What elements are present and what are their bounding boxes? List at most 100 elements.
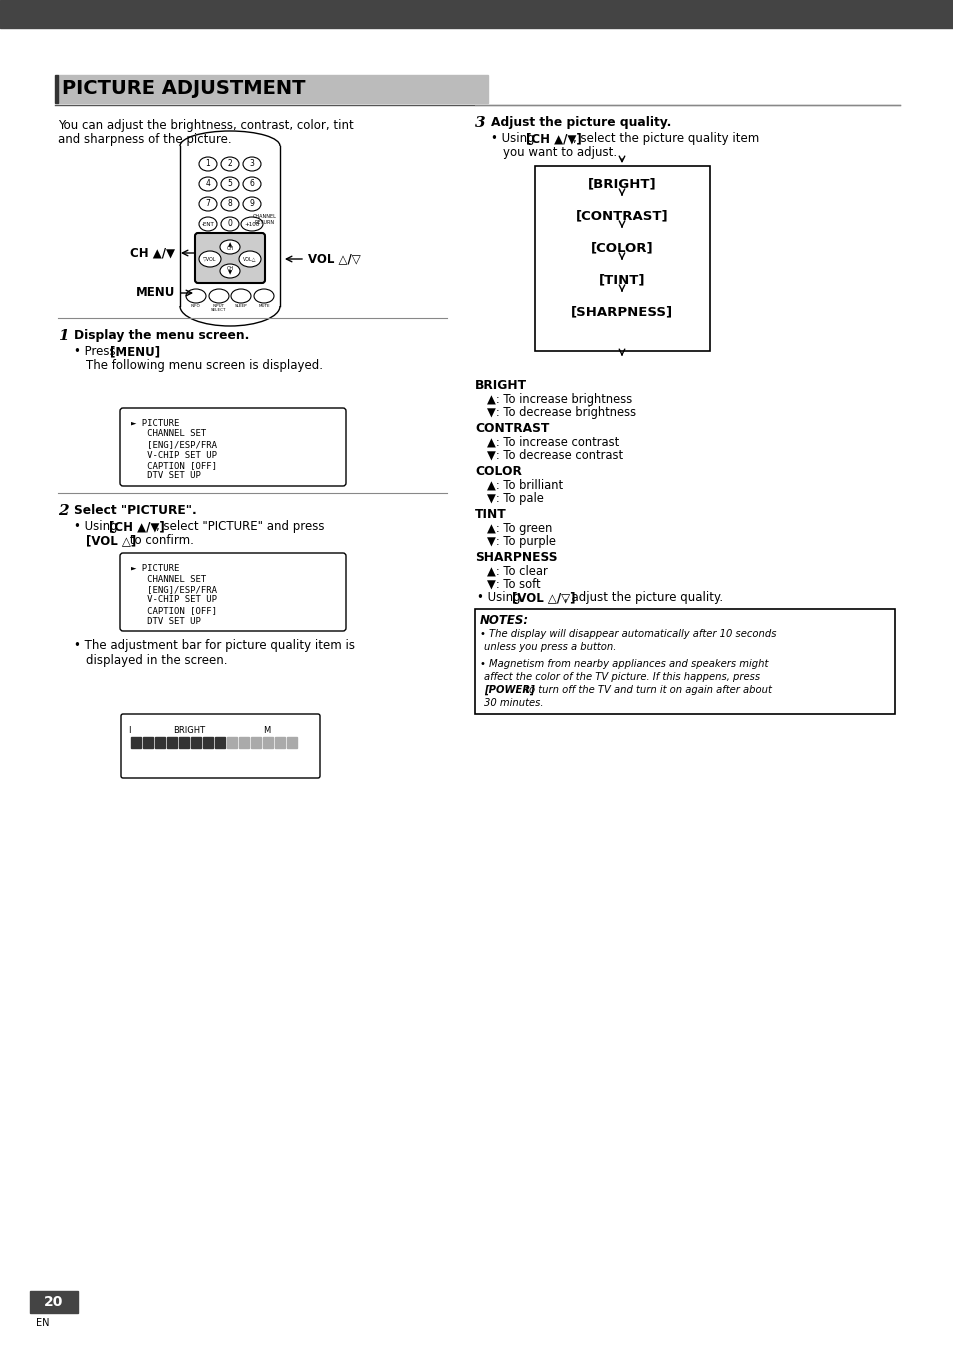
Bar — [30, 1292, 78, 1313]
Bar — [214, 738, 225, 748]
Text: COLOR: COLOR — [475, 465, 521, 478]
Text: • Using: • Using — [74, 520, 121, 534]
Ellipse shape — [186, 289, 206, 303]
Text: [BRIGHT]: [BRIGHT] — [587, 177, 656, 190]
Text: ▼: To soft: ▼: To soft — [486, 578, 540, 590]
Ellipse shape — [243, 197, 261, 211]
Text: 2: 2 — [58, 504, 69, 517]
Text: Display the menu screen.: Display the menu screen. — [74, 330, 249, 342]
Text: ▲: To increase brightness: ▲: To increase brightness — [486, 393, 632, 407]
Text: INFO: INFO — [191, 304, 201, 308]
Ellipse shape — [199, 251, 221, 267]
Text: VOL △/▽: VOL △/▽ — [308, 253, 360, 266]
Text: ▲: To brilliant: ▲: To brilliant — [486, 480, 562, 492]
Text: CAPTION [OFF]: CAPTION [OFF] — [131, 461, 216, 470]
Bar — [154, 738, 165, 748]
Text: [ENG]/ESP/FRA: [ENG]/ESP/FRA — [131, 585, 216, 594]
Text: TINT: TINT — [475, 508, 506, 521]
Text: ► PICTURE: ► PICTURE — [131, 419, 179, 428]
Bar — [475, 609, 894, 713]
Text: 30 minutes.: 30 minutes. — [483, 698, 543, 708]
Ellipse shape — [243, 177, 261, 190]
Bar — [143, 738, 152, 748]
Text: CONTRAST: CONTRAST — [475, 422, 549, 435]
Ellipse shape — [221, 177, 239, 190]
Ellipse shape — [199, 177, 216, 190]
Ellipse shape — [220, 263, 240, 278]
Bar — [263, 738, 273, 748]
Text: CH ▲/▼: CH ▲/▼ — [130, 246, 174, 259]
Text: CHANNEL
RETURN: CHANNEL RETURN — [253, 213, 276, 224]
Bar — [55, 76, 58, 103]
Bar — [535, 166, 709, 351]
Text: -ENT: -ENT — [201, 222, 214, 227]
Text: [VOL △]: [VOL △] — [86, 534, 136, 547]
Text: 8: 8 — [228, 200, 233, 208]
Text: V-CHIP SET UP: V-CHIP SET UP — [131, 450, 216, 459]
Text: ▼: To pale: ▼: To pale — [486, 492, 543, 505]
Text: CH: CH — [226, 246, 233, 251]
Text: ▲: To green: ▲: To green — [486, 521, 552, 535]
Ellipse shape — [221, 218, 239, 231]
Text: , select the picture quality item: , select the picture quality item — [573, 132, 759, 145]
Text: 9: 9 — [250, 200, 254, 208]
Text: INPUT
SELECT: INPUT SELECT — [211, 304, 227, 312]
Bar — [131, 738, 141, 748]
Text: EN: EN — [36, 1319, 50, 1328]
Bar — [191, 738, 201, 748]
Text: BRIGHT: BRIGHT — [475, 380, 527, 392]
Text: 5: 5 — [228, 180, 233, 189]
Text: The following menu screen is displayed.: The following menu screen is displayed. — [86, 359, 323, 372]
Text: 6: 6 — [250, 180, 254, 189]
Text: [ENG]/ESP/FRA: [ENG]/ESP/FRA — [131, 440, 216, 449]
Ellipse shape — [253, 289, 274, 303]
Text: • Using: • Using — [476, 590, 524, 604]
Bar — [274, 738, 285, 748]
Text: 4: 4 — [205, 180, 211, 189]
Text: 1: 1 — [58, 330, 69, 343]
Text: VOL△: VOL△ — [243, 257, 256, 262]
Ellipse shape — [220, 240, 240, 254]
Text: , adjust the picture quality.: , adjust the picture quality. — [563, 590, 722, 604]
FancyBboxPatch shape — [120, 408, 346, 486]
Text: BRIGHT: BRIGHT — [172, 725, 205, 735]
Text: CH: CH — [226, 266, 233, 272]
Text: 3: 3 — [250, 159, 254, 169]
Text: [CH ▲/▼]: [CH ▲/▼] — [525, 132, 581, 145]
Text: [SHARPNESS]: [SHARPNESS] — [570, 305, 673, 319]
Text: displayed in the screen.: displayed in the screen. — [86, 654, 227, 667]
Text: ▽VOL: ▽VOL — [203, 257, 216, 262]
Bar — [58, 76, 488, 103]
Text: ▼: To decrease contrast: ▼: To decrease contrast — [486, 449, 622, 462]
Bar — [203, 738, 213, 748]
Text: .: . — [147, 345, 151, 358]
Text: NOTES:: NOTES: — [479, 613, 529, 627]
Text: 2: 2 — [228, 159, 233, 169]
FancyBboxPatch shape — [121, 713, 319, 778]
Text: [POWER]: [POWER] — [483, 685, 535, 696]
Text: [COLOR]: [COLOR] — [590, 242, 653, 254]
Text: SHARPNESS: SHARPNESS — [475, 551, 557, 563]
Text: and sharpness of the picture.: and sharpness of the picture. — [58, 132, 232, 146]
Text: [CONTRAST]: [CONTRAST] — [575, 209, 668, 223]
Text: 20: 20 — [44, 1296, 64, 1309]
Text: SLEEP: SLEEP — [234, 304, 247, 308]
Bar — [227, 738, 236, 748]
Bar — [287, 738, 296, 748]
Text: affect the color of the TV picture. If this happens, press: affect the color of the TV picture. If t… — [483, 671, 760, 682]
Text: • Magnetism from nearby appliances and speakers might: • Magnetism from nearby appliances and s… — [479, 659, 767, 669]
Bar — [239, 738, 249, 748]
Text: M: M — [263, 725, 270, 735]
Text: [VOL △/▽]: [VOL △/▽] — [512, 590, 575, 604]
FancyBboxPatch shape — [120, 553, 346, 631]
Text: , select "PICTURE" and press: , select "PICTURE" and press — [156, 520, 324, 534]
Text: unless you press a button.: unless you press a button. — [483, 642, 616, 653]
Text: ▲: To increase contrast: ▲: To increase contrast — [486, 436, 618, 449]
Text: 0: 0 — [228, 219, 233, 228]
Text: V-CHIP SET UP: V-CHIP SET UP — [131, 596, 216, 604]
Text: ▼: To purple: ▼: To purple — [486, 535, 556, 549]
Text: to confirm.: to confirm. — [126, 534, 193, 547]
Ellipse shape — [199, 218, 216, 231]
Text: ▲: To clear: ▲: To clear — [486, 565, 547, 578]
Text: PICTURE ADJUSTMENT: PICTURE ADJUSTMENT — [62, 80, 305, 99]
